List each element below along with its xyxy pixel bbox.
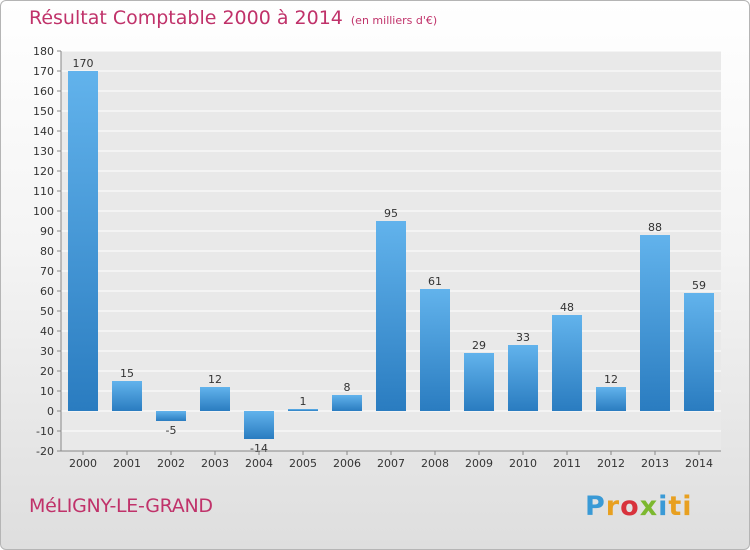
data-label: 33 [516, 331, 530, 344]
y-tick-label: 180 [33, 45, 54, 58]
data-label: 29 [472, 339, 486, 352]
bar [508, 345, 538, 411]
bar [288, 409, 318, 411]
x-tick-label: 2001 [113, 457, 141, 470]
x-tick-label: 2002 [157, 457, 185, 470]
chart-title: Résultat Comptable 2000 à 2014 (en millie… [29, 7, 437, 29]
data-label: 61 [428, 275, 442, 288]
bar [68, 71, 98, 411]
y-tick-label: 50 [40, 305, 54, 318]
bar [332, 395, 362, 411]
y-tick-label: 160 [33, 85, 54, 98]
x-tick-label: 2011 [553, 457, 581, 470]
bar [156, 411, 186, 421]
data-label: -14 [250, 442, 268, 455]
x-tick-label: 2010 [509, 457, 537, 470]
data-label: 12 [604, 373, 618, 386]
x-tick-label: 2008 [421, 457, 449, 470]
data-label: 95 [384, 207, 398, 220]
logo-letter: ti [668, 491, 693, 522]
y-tick-label: -10 [36, 425, 54, 438]
bar [552, 315, 582, 411]
data-label: 170 [73, 57, 94, 70]
y-tick-label: 30 [40, 345, 54, 358]
y-tick-label: 70 [40, 265, 54, 278]
data-label: 88 [648, 221, 662, 234]
y-tick-label: 140 [33, 125, 54, 138]
bar [640, 235, 670, 411]
x-tick-label: 2000 [69, 457, 97, 470]
data-label: -5 [166, 424, 177, 437]
logo-letter: i [658, 491, 669, 522]
x-tick-label: 2007 [377, 457, 405, 470]
y-tick-label: 120 [33, 165, 54, 178]
x-tick-label: 2005 [289, 457, 317, 470]
x-tick-label: 2013 [641, 457, 669, 470]
bar [684, 293, 714, 411]
y-tick-label: -20 [36, 445, 54, 458]
x-tick-label: 2012 [597, 457, 625, 470]
data-label: 8 [344, 381, 351, 394]
logo-letter: x [639, 491, 659, 522]
bar [376, 221, 406, 411]
proxiti-logo: Proxiti [585, 491, 693, 522]
x-tick-label: 2014 [685, 457, 713, 470]
x-tick-label: 2003 [201, 457, 229, 470]
chart-title-main: Résultat Comptable 2000 à 2014 [29, 7, 343, 29]
x-tick-label: 2004 [245, 457, 273, 470]
y-tick-label: 10 [40, 385, 54, 398]
logo-letter: P [585, 491, 606, 522]
y-tick-label: 40 [40, 325, 54, 338]
bar [596, 387, 626, 411]
y-tick-label: 20 [40, 365, 54, 378]
data-label: 15 [120, 367, 134, 380]
bar [244, 411, 274, 439]
bar [112, 381, 142, 411]
y-tick-label: 90 [40, 225, 54, 238]
bar [464, 353, 494, 411]
logo-letter: o [620, 491, 640, 522]
y-tick-label: 110 [33, 185, 54, 198]
x-tick-label: 2006 [333, 457, 361, 470]
x-tick-label: 2009 [465, 457, 493, 470]
y-tick-label: 130 [33, 145, 54, 158]
chart-subtitle: (en milliers d'€) [350, 14, 438, 27]
y-tick-label: 150 [33, 105, 54, 118]
data-label: 59 [692, 279, 706, 292]
data-label: 12 [208, 373, 222, 386]
data-label: 48 [560, 301, 574, 314]
bar [420, 289, 450, 411]
y-tick-label: 0 [47, 405, 54, 418]
commune-name: MéLIGNY-LE-GRAND [29, 495, 213, 517]
y-tick-label: 170 [33, 65, 54, 78]
y-tick-label: 60 [40, 285, 54, 298]
y-tick-label: 80 [40, 245, 54, 258]
bar [200, 387, 230, 411]
logo-letter: r [605, 491, 621, 522]
y-tick-label: 100 [33, 205, 54, 218]
data-label: 1 [300, 395, 307, 408]
